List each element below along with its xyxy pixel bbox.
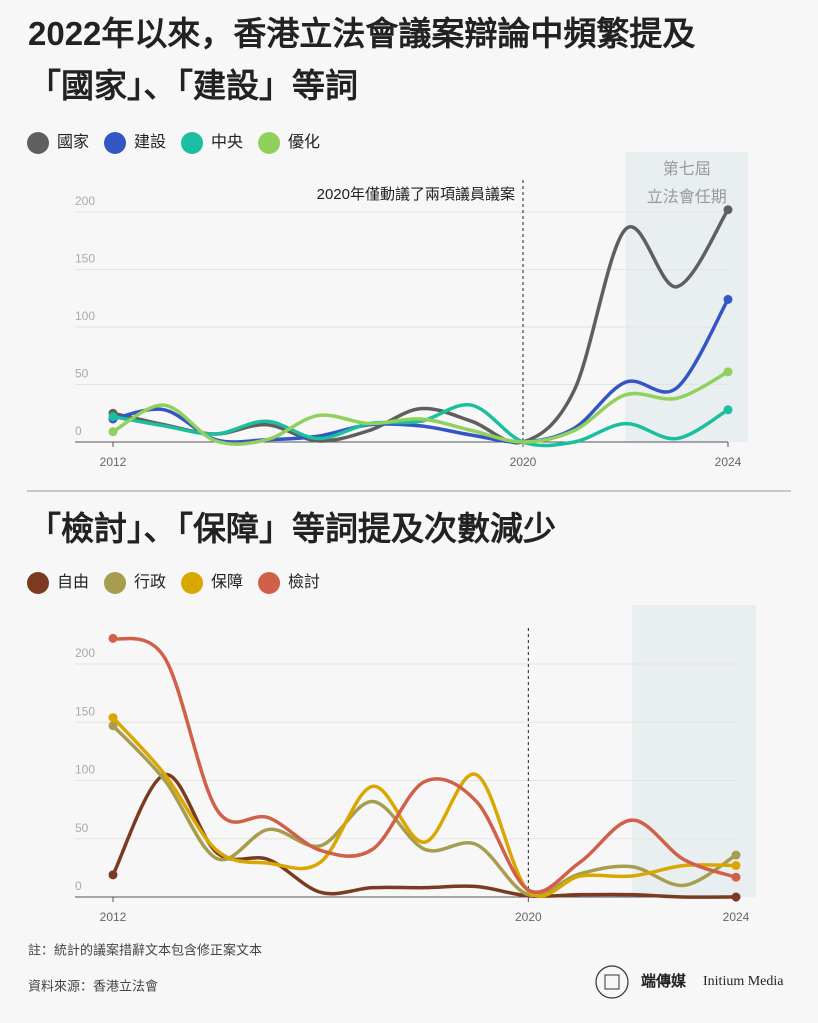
end-point: [108, 412, 118, 422]
highlight-band: [632, 605, 756, 897]
legend-swatch: [104, 132, 127, 154]
legend-swatch: [27, 572, 49, 594]
highlight-label: 第七屆: [663, 160, 711, 178]
end-point: [108, 721, 118, 731]
note: 註：統計的議案措辭文本包含修正案文本: [28, 942, 262, 957]
end-point: [723, 405, 733, 415]
end-point: [731, 850, 741, 860]
legend-label: 中央: [211, 133, 243, 151]
chart-title: 「國家」、「建設」等詞: [28, 67, 358, 104]
y-tick-label: 200: [75, 646, 95, 660]
end-point: [108, 870, 118, 880]
y-tick-label: 200: [75, 194, 95, 208]
y-tick-label: 0: [75, 879, 82, 893]
chart-title: 2022年以來，香港立法會議案辯論中頻繁提及: [28, 15, 695, 52]
series-line: [111, 772, 738, 899]
source: 資料來源：香港立法會: [28, 978, 158, 993]
legend-label: 自由: [57, 573, 89, 591]
highlight-label: 立法會任期: [647, 188, 727, 206]
x-tick-label: 2012: [100, 910, 127, 924]
y-tick-label: 100: [75, 763, 95, 777]
end-point: [723, 294, 733, 304]
end-point: [731, 872, 741, 882]
x-tick-label: 2020: [515, 910, 542, 924]
legend-swatch: [181, 572, 204, 594]
legend-label: 保障: [211, 573, 243, 591]
brand-en: Initium Media: [703, 974, 784, 989]
end-point: [108, 633, 118, 643]
x-tick-label: 2012: [100, 455, 127, 469]
annotation: 2020年僅動議了兩項議員議案: [317, 185, 515, 203]
legend-swatch: [104, 572, 127, 594]
series-line: [111, 715, 738, 899]
y-tick-label: 150: [75, 252, 95, 266]
series-line: [111, 723, 738, 898]
logo: [595, 965, 629, 999]
legend-label: 建設: [134, 133, 166, 151]
end-point: [108, 713, 118, 723]
x-tick-label: 2020: [510, 455, 537, 469]
y-tick-label: 100: [75, 309, 95, 323]
series-line: [111, 636, 738, 894]
series-line: [111, 403, 730, 448]
y-tick-label: 150: [75, 704, 95, 718]
brand: 端傳媒: [641, 972, 687, 990]
end-point: [731, 892, 741, 902]
x-tick-label: 2024: [715, 455, 742, 469]
legend-label: 檢討: [288, 573, 320, 591]
end-point: [108, 427, 118, 437]
y-tick-label: 50: [75, 367, 89, 381]
logo-mark: [604, 974, 620, 990]
end-point: [723, 205, 733, 215]
end-point: [723, 367, 733, 377]
legend-swatch: [27, 132, 49, 154]
series-line: [111, 370, 730, 446]
legend-swatch: [181, 132, 204, 154]
chart-title: 「檢討」、「保障」等詞提及次數減少: [28, 510, 556, 547]
legend-label: 國家: [57, 133, 89, 151]
legend-swatch: [258, 572, 281, 594]
legend-label: 優化: [288, 133, 320, 151]
legend-swatch: [258, 132, 281, 154]
x-tick-label: 2024: [723, 910, 750, 924]
y-tick-label: 0: [75, 424, 82, 438]
y-tick-label: 50: [75, 821, 89, 835]
end-point: [731, 861, 741, 871]
legend-label: 行政: [134, 573, 166, 591]
